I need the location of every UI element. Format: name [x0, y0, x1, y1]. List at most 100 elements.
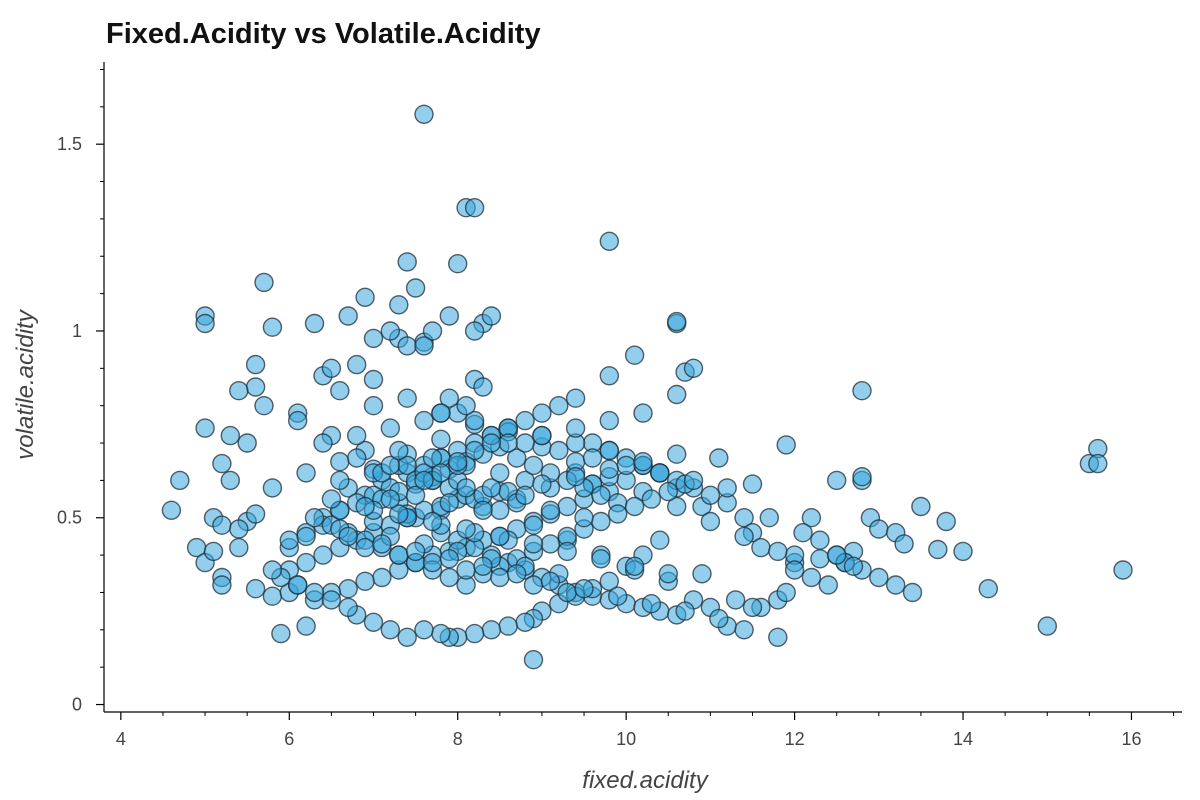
data-point: [405, 541, 426, 562]
data-point: [397, 336, 417, 356]
data-point: [380, 418, 400, 438]
data-point: [515, 612, 535, 632]
data-point: [229, 381, 249, 401]
data-point: [389, 504, 409, 524]
data-point: [700, 511, 721, 532]
data-point: [448, 254, 468, 274]
data-point: [776, 582, 796, 603]
data-point: [523, 455, 544, 476]
data-point: [212, 575, 232, 595]
data-point: [355, 287, 375, 307]
data-point: [540, 500, 561, 520]
data-point: [330, 452, 350, 472]
data-point: [380, 489, 400, 509]
data-point: [793, 523, 813, 543]
data-point: [776, 435, 796, 455]
data-point: [599, 231, 619, 252]
data-point: [869, 567, 889, 588]
data-point: [464, 321, 485, 341]
data-point: [700, 485, 721, 505]
y-axis-label: volatile.acidity: [12, 308, 39, 459]
data-point: [481, 433, 502, 453]
data-point: [363, 612, 384, 632]
data-point: [852, 467, 872, 487]
data-point: [936, 511, 956, 532]
data-point: [650, 463, 670, 483]
data-point: [245, 354, 266, 375]
data-point: [507, 448, 527, 468]
data-point: [515, 410, 535, 431]
data-point: [380, 620, 400, 640]
data-point: [928, 539, 948, 560]
y-tick-label: 0: [72, 695, 82, 715]
data-point: [667, 444, 687, 464]
data-point: [641, 594, 662, 614]
data-point: [886, 575, 906, 595]
data-point: [296, 616, 316, 636]
data-point: [321, 489, 342, 509]
data-point: [540, 571, 561, 591]
data-point: [658, 481, 678, 502]
data-point: [296, 552, 316, 573]
data-point: [338, 597, 358, 618]
data-point: [389, 440, 409, 461]
data-point: [742, 474, 763, 494]
data-point: [574, 508, 594, 528]
data-point: [490, 500, 510, 520]
data-point: [549, 440, 569, 461]
data-point: [405, 485, 426, 505]
data-point: [709, 608, 729, 629]
data-point: [624, 345, 645, 365]
data-point: [717, 478, 737, 498]
data-point: [212, 453, 232, 474]
data-point: [431, 623, 451, 644]
data-point: [759, 508, 779, 528]
data-point: [591, 485, 611, 505]
data-point: [523, 534, 544, 554]
data-point: [439, 493, 459, 513]
points-layer: [161, 104, 1133, 670]
data-point: [801, 567, 822, 588]
data-point: [675, 601, 695, 621]
data-point: [1113, 560, 1133, 580]
data-point: [347, 448, 367, 468]
chart-title: Fixed.Acidity vs Volatile.Acidity: [106, 18, 541, 50]
data-point: [372, 567, 392, 588]
data-point: [650, 530, 670, 550]
data-point: [599, 410, 619, 431]
data-point: [414, 620, 434, 640]
y-tick-label: 0.5: [57, 508, 82, 528]
data-point: [549, 396, 569, 416]
data-point: [347, 425, 367, 446]
data-point: [810, 530, 830, 550]
data-point: [490, 567, 510, 588]
data-point: [565, 388, 586, 408]
data-point: [599, 571, 619, 591]
data-point: [397, 627, 417, 647]
data-point: [734, 620, 754, 640]
data-point: [608, 586, 628, 606]
data-point: [582, 448, 603, 468]
x-tick-label: 6: [284, 729, 294, 749]
data-point: [245, 504, 266, 524]
data-point: [490, 463, 510, 483]
data-point: [254, 272, 274, 293]
data-point: [498, 616, 518, 636]
data-point: [523, 575, 544, 595]
data-point: [523, 650, 544, 670]
data-point: [262, 317, 283, 337]
data-point: [439, 549, 459, 569]
data-point: [380, 321, 400, 341]
data-point: [818, 575, 838, 595]
data-point: [195, 418, 215, 438]
data-point: [296, 463, 316, 483]
data-point: [507, 564, 527, 584]
data-point: [338, 526, 358, 547]
data-point: [481, 620, 502, 640]
data-point: [481, 478, 502, 498]
data-point: [473, 377, 493, 397]
data-point: [220, 470, 241, 491]
x-tick-label: 4: [116, 729, 126, 749]
data-point: [397, 388, 417, 408]
